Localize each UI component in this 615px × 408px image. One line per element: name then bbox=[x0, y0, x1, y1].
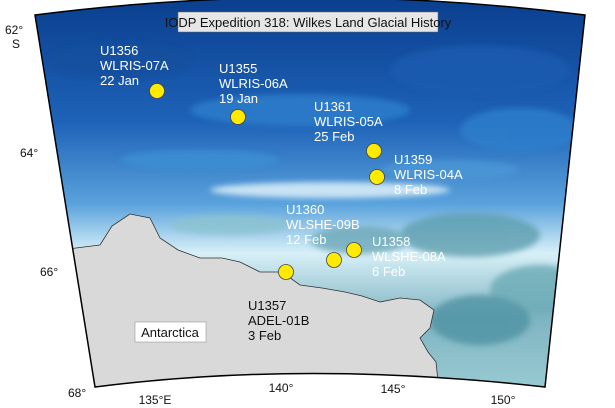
site-id: U1358 bbox=[372, 234, 410, 249]
site-date: 3 Feb bbox=[248, 328, 281, 343]
site-date: 6 Feb bbox=[372, 264, 405, 279]
longitude-labels: 135°E 140° 145° 150° bbox=[139, 381, 516, 407]
antarctica-landmass bbox=[59, 213, 441, 387]
lat-label-64: 64° bbox=[20, 146, 38, 160]
map-frame bbox=[34, 0, 586, 388]
site-hole: WLSHE-09B bbox=[286, 217, 360, 232]
site-hole: WLRIS-07A bbox=[100, 58, 169, 73]
site-id: U1360 bbox=[286, 202, 324, 217]
site-marker-u1358[interactable] bbox=[346, 242, 362, 258]
site-date: 12 Feb bbox=[286, 232, 326, 247]
site-hole: WLRIS-06A bbox=[219, 76, 288, 91]
lon-label-145: 145° bbox=[381, 382, 406, 396]
site-hole: WLRIS-05A bbox=[314, 114, 383, 129]
site-id: U1359 bbox=[394, 152, 432, 167]
site-id: U1355 bbox=[219, 61, 257, 76]
site-label-u1361: U1361 WLRIS-05A 25 Feb bbox=[314, 99, 383, 144]
site-hole: WLSHE-08A bbox=[372, 249, 446, 264]
lon-label-135: 135°E bbox=[139, 393, 172, 407]
lat-label-62-hemisphere: S bbox=[12, 37, 20, 51]
site-date: 8 Feb bbox=[394, 182, 427, 197]
antarctica-label: Antarctica bbox=[134, 321, 207, 343]
site-label-u1359: U1359 WLRIS-04A 8 Feb bbox=[394, 152, 463, 197]
site-marker-u1359[interactable] bbox=[369, 169, 385, 185]
drill-site-markers bbox=[149, 83, 385, 280]
site-marker-u1361[interactable] bbox=[366, 143, 382, 159]
site-date: 25 Feb bbox=[314, 129, 354, 144]
lat-label-66: 66° bbox=[40, 265, 58, 279]
site-labels: U1356 WLRIS-07A 22 Jan U1355 WLRIS-06A 1… bbox=[100, 43, 463, 343]
site-marker-u1360[interactable] bbox=[326, 252, 342, 268]
antarctica-label-text: Antarctica bbox=[141, 325, 200, 340]
site-label-u1358: U1358 WLSHE-08A 6 Feb bbox=[372, 234, 446, 279]
site-marker-u1356[interactable] bbox=[149, 83, 165, 99]
lon-label-150: 150° bbox=[491, 393, 516, 407]
site-label-u1357: U1357 ADEL-01B 3 Feb bbox=[248, 298, 309, 343]
site-date: 19 Jan bbox=[219, 91, 258, 106]
site-marker-u1357[interactable] bbox=[278, 264, 294, 280]
site-label-u1355: U1355 WLRIS-06A 19 Jan bbox=[219, 61, 288, 106]
site-label-u1360: U1360 WLSHE-09B 12 Feb bbox=[286, 202, 360, 247]
lon-label-140: 140° bbox=[269, 381, 294, 395]
map-title: IODP Expedition 318: Wilkes Land Glacial… bbox=[165, 11, 452, 33]
site-label-u1356: U1356 WLRIS-07A 22 Jan bbox=[100, 43, 169, 88]
map-title-text: IODP Expedition 318: Wilkes Land Glacial… bbox=[165, 15, 452, 30]
site-date: 22 Jan bbox=[100, 73, 139, 88]
lat-label-68: 68° bbox=[68, 386, 86, 400]
latitude-labels: 62° S 64° 66° 68° bbox=[5, 23, 86, 400]
site-id: U1361 bbox=[314, 99, 352, 114]
site-marker-u1355[interactable] bbox=[230, 109, 246, 125]
site-hole: ADEL-01B bbox=[248, 313, 309, 328]
site-hole: WLRIS-04A bbox=[394, 167, 463, 182]
site-id: U1357 bbox=[248, 298, 286, 313]
lat-label-62: 62° bbox=[5, 23, 23, 37]
site-id: U1356 bbox=[100, 43, 138, 58]
